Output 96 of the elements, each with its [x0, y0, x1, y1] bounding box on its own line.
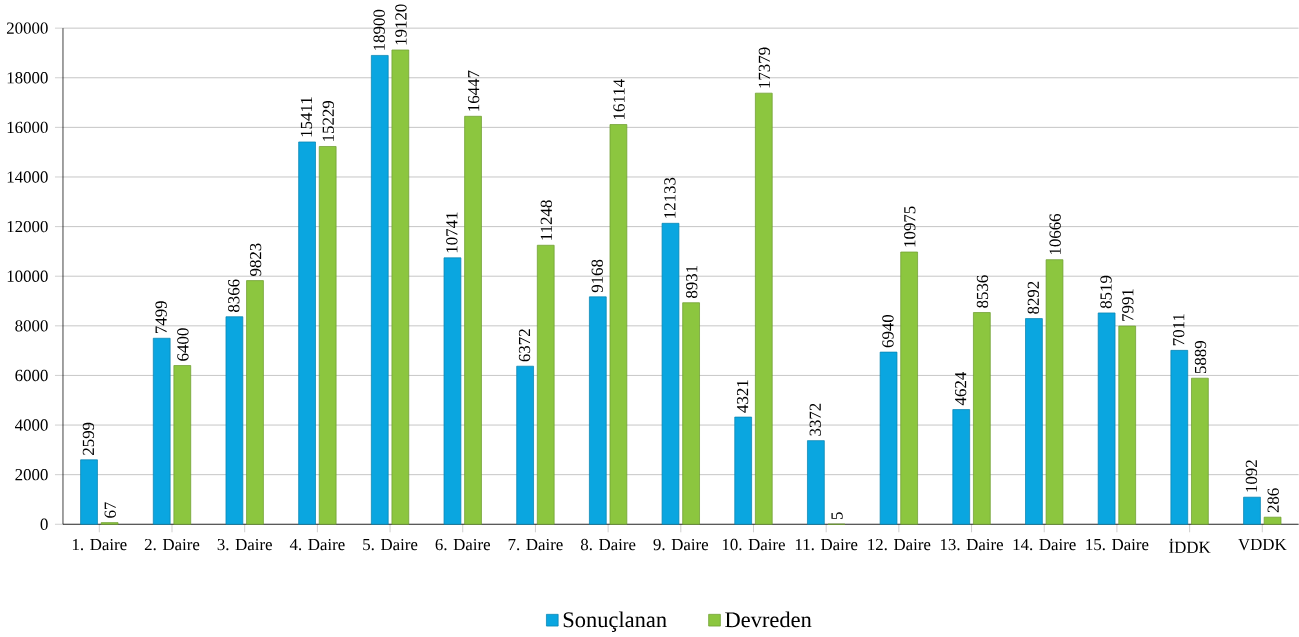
data-label: 3372 — [809, 403, 821, 436]
y-tick-label: 16000 — [7, 121, 48, 133]
bar — [152, 337, 171, 525]
y-tick-label: 2000 — [15, 468, 48, 481]
bar — [1191, 377, 1209, 525]
bar — [80, 459, 98, 525]
bar — [536, 244, 555, 525]
data-label: 8366 — [228, 279, 240, 312]
x-tick-label: 15. Daire — [1086, 538, 1149, 551]
bar — [807, 440, 825, 525]
data-label: 2599 — [82, 422, 95, 455]
y-tick-label: 10000 — [7, 270, 48, 282]
data-label: 10975 — [904, 206, 916, 247]
data-label: 18900 — [373, 9, 385, 50]
bar — [443, 257, 462, 525]
x-tick-label: 6. Daire — [435, 538, 490, 551]
bar — [973, 311, 991, 525]
data-label: 8292 — [1027, 281, 1040, 314]
bar — [1263, 516, 1282, 525]
bar — [464, 115, 482, 525]
x-tick-label: 8. Daire — [580, 538, 636, 551]
x-tick-label: 2. Daire — [144, 538, 200, 551]
data-label: 10741 — [446, 212, 458, 253]
bar — [682, 302, 700, 525]
data-label: 1092 — [1245, 460, 1258, 492]
bar — [734, 416, 752, 525]
data-label: 6940 — [882, 314, 894, 348]
bar — [1097, 312, 1116, 525]
x-tick-label: 10. Daire — [722, 538, 785, 551]
data-label: 4321 — [736, 380, 749, 413]
bar — [298, 141, 316, 525]
y-tick-label: 18000 — [7, 71, 48, 84]
data-label: 7991 — [1122, 289, 1134, 321]
data-label: 8536 — [976, 275, 989, 308]
data-label: 4624 — [954, 371, 967, 405]
bar — [391, 49, 410, 525]
data-label: 67 — [104, 501, 116, 518]
x-tick-label: 3. Daire — [217, 538, 272, 551]
x-tick-label: İDDK — [1169, 538, 1211, 553]
bar — [952, 408, 971, 525]
y-tick-label: 0 — [40, 518, 48, 530]
y-tick-label: 14000 — [7, 171, 48, 183]
bar — [589, 296, 607, 525]
data-label: 6372 — [518, 329, 531, 362]
x-tick-label: 12. Daire — [868, 538, 931, 551]
bar — [900, 251, 918, 525]
x-tick-label: 11. Daire — [795, 538, 858, 551]
x-tick-label: 13. Daire — [940, 538, 1004, 551]
bar — [173, 364, 192, 525]
data-label: 12133 — [664, 177, 676, 218]
bar — [246, 280, 264, 525]
data-label: 16114 — [613, 78, 625, 119]
data-label: 8931 — [686, 265, 698, 298]
data-label: 17379 — [758, 47, 771, 88]
bar — [370, 54, 389, 525]
data-label: 5 — [831, 512, 843, 519]
bar — [516, 365, 534, 525]
data-label: 9823 — [249, 243, 262, 276]
bar — [1170, 349, 1189, 525]
bar — [1025, 318, 1043, 525]
data-label: 15411 — [300, 97, 313, 137]
data-label: 8519 — [1100, 275, 1112, 308]
y-tick-label: 6000 — [15, 369, 48, 381]
data-label: 6400 — [177, 328, 189, 361]
bar — [609, 123, 628, 525]
bar — [225, 316, 244, 525]
bar — [879, 351, 898, 525]
data-label: 10666 — [1049, 213, 1061, 254]
data-label: 15229 — [322, 100, 334, 141]
bar — [1243, 496, 1261, 525]
data-label: 16447 — [467, 70, 480, 111]
data-label: 9168 — [591, 259, 603, 292]
data-label: 19120 — [395, 4, 407, 45]
y-tick-label: 12000 — [7, 220, 48, 233]
bar — [1045, 259, 1064, 525]
bar — [318, 145, 337, 525]
x-tick-label: 14. Daire — [1013, 538, 1076, 551]
x-tick-label: 1. Daire — [72, 538, 127, 551]
y-tick-label: 4000 — [15, 419, 48, 431]
data-label: 11248 — [540, 200, 553, 240]
data-label: 7499 — [155, 300, 167, 333]
x-tick-label: 7. Daire — [508, 538, 563, 551]
legend-label: Sonuçlanan — [563, 611, 667, 632]
y-tick-label: 20000 — [6, 22, 48, 34]
data-label: 7011 — [1173, 313, 1185, 345]
y-tick-label: 8000 — [15, 319, 48, 332]
data-label: 286 — [1267, 488, 1279, 513]
bar — [661, 222, 680, 525]
data-label: 5889 — [1194, 340, 1207, 373]
bar — [754, 92, 773, 525]
x-tick-label: 9. Daire — [653, 538, 709, 551]
x-tick-label: 5. Daire — [363, 538, 418, 551]
legend-label: Devreden — [725, 611, 812, 628]
x-tick-label: VDDK — [1238, 538, 1287, 550]
x-tick-label: 4. Daire — [289, 538, 345, 551]
bar — [1118, 325, 1137, 525]
